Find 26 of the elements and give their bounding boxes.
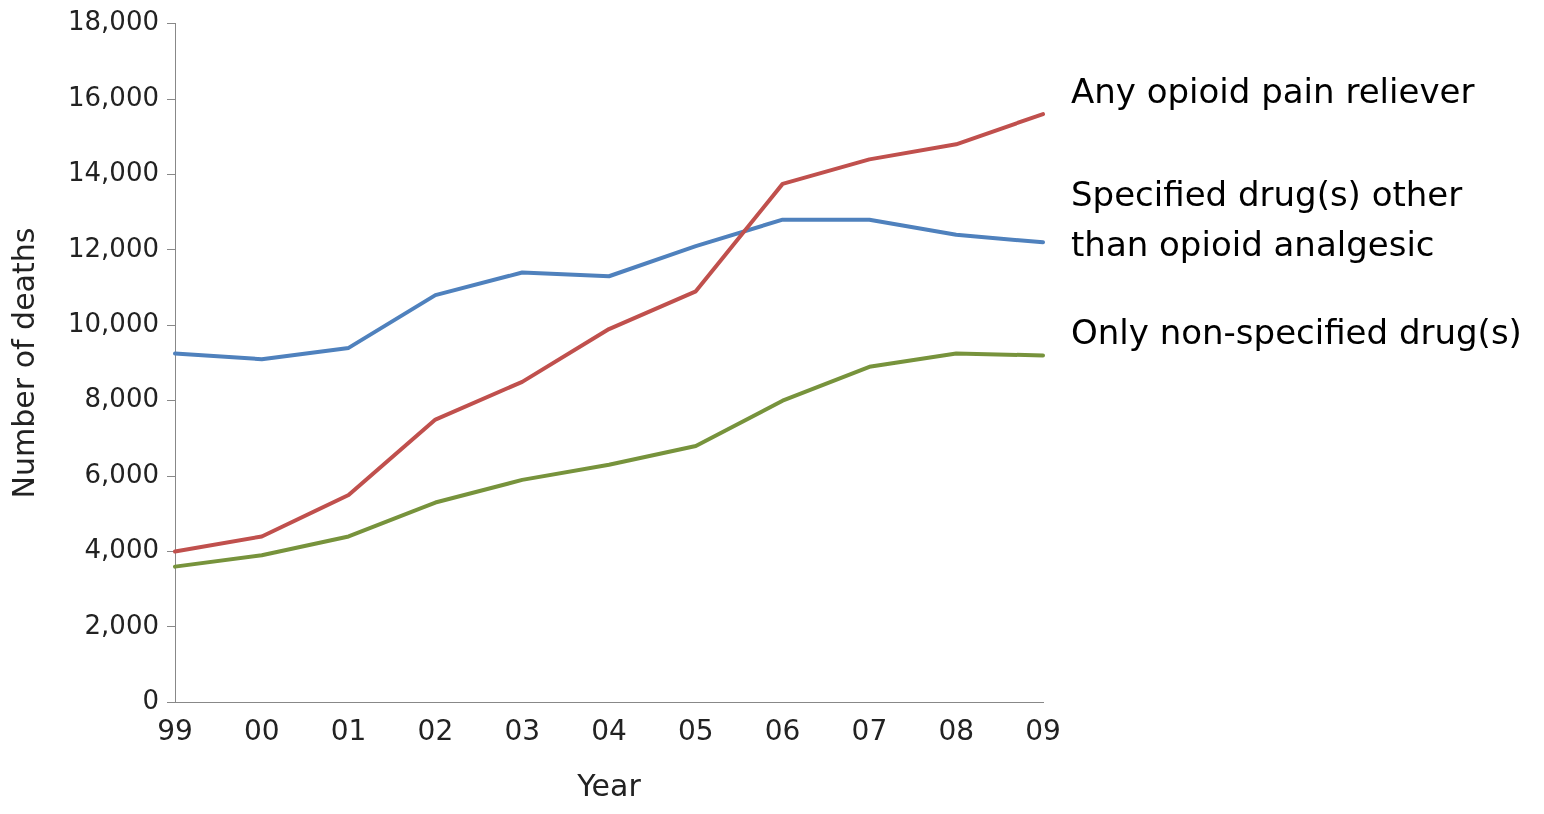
y-tick-label: 6,000 <box>84 458 159 489</box>
y-tick-label: 12,000 <box>68 232 159 263</box>
y-tick-label: 10,000 <box>68 308 159 339</box>
x-tick-label: 09 <box>1025 714 1061 748</box>
x-tick-label: 01 <box>330 714 367 748</box>
y-tick-label: 8,000 <box>84 383 159 414</box>
series-label: Only non-specified drug(s) <box>1071 312 1522 353</box>
y-axis-title: Number of deaths <box>5 227 41 499</box>
x-tick-label: 99 <box>157 714 193 748</box>
x-tick-label: 03 <box>504 714 541 748</box>
series-label: Specified drug(s) other than opioid analgesic <box>1071 174 1463 265</box>
x-tick-label: 05 <box>677 714 714 748</box>
x-tick-label: 04 <box>591 714 627 748</box>
x-tick-label: 08 <box>938 714 975 748</box>
x-tick-label: 07 <box>851 714 888 748</box>
y-tick-label: 18,000 <box>68 6 159 37</box>
y-tick-label: 16,000 <box>68 81 159 112</box>
series-label: Any opioid pain reliever <box>1071 70 1475 111</box>
y-tick-label: 2,000 <box>84 609 159 640</box>
x-tick-label: 06 <box>764 714 801 748</box>
x-tick-label: 00 <box>243 714 280 748</box>
x-axis-title: Year <box>576 767 642 803</box>
x-tick-label: 02 <box>417 714 454 748</box>
y-tick-label: 4,000 <box>84 534 159 565</box>
y-tick-label: 0 <box>142 685 159 716</box>
y-tick-label: 14,000 <box>68 157 159 188</box>
